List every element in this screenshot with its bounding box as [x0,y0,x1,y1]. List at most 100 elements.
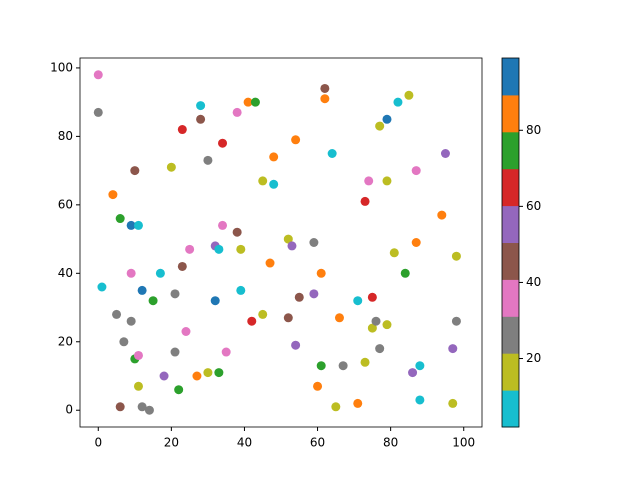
scatter-point [181,326,191,336]
scatter-point [159,371,169,381]
scatter-point [411,166,421,176]
scatter-point [177,125,187,135]
scatter-point [389,248,399,258]
scatter-point [170,347,180,357]
scatter-point [119,337,129,347]
scatter-point [108,190,118,200]
scatter-point [440,149,450,159]
scatter-point [236,244,246,254]
scatter-point [232,107,242,117]
scatter-point [334,313,344,323]
scatter-point [291,135,301,145]
scatter-point [353,398,363,408]
scatter-point [291,340,301,350]
scatter-point [338,361,348,371]
scatter-point [174,385,184,395]
scatter-point [243,97,253,107]
scatter-point [415,361,425,371]
scatter-point [371,316,381,326]
scatter-point [408,368,418,378]
scatter-point [309,238,319,247]
scatter-point [126,220,136,230]
scatter-point [144,405,154,415]
scatter-point [448,344,458,354]
scatter-point [360,357,370,367]
y-tick-label: 80 [58,129,73,143]
scatter-point [353,296,363,306]
scatter-point [236,285,246,295]
scatter-point [218,220,228,230]
scatter-point [265,258,275,268]
scatter-point [115,402,125,412]
scatter-point [283,234,293,244]
y-tick-label: 40 [58,266,73,280]
scatter-point [97,282,107,292]
scatter-point [415,395,425,405]
scatter-point [367,323,377,333]
scatter-point [269,179,279,189]
scatter-point [375,121,385,131]
scatter-point [148,296,158,306]
scatter-point [133,350,143,360]
scatter-point [258,176,268,186]
scatter-point [269,152,279,162]
scatter-point [320,83,330,93]
scatter-point [218,138,228,148]
scatter-point [196,114,206,124]
scatter-point [155,268,165,278]
colorbar-segment [502,205,519,243]
colorbar-segment [502,168,519,207]
scatter-point [221,347,231,357]
x-tick-label: 60 [310,436,325,450]
scatter-point [93,70,103,80]
scatter-point [177,261,187,271]
scatter-point [126,316,136,326]
colorbar-tick-label: 60 [526,199,541,213]
plot-frame [79,57,483,428]
scatter-point [360,196,370,206]
colorbar-tick-label: 40 [526,275,541,289]
scatter-point [133,220,143,230]
scatter-point [214,244,224,254]
scatter-point [400,268,410,278]
scatter-point [367,292,377,302]
scatter-point [313,381,323,391]
x-tick-label: 0 [94,436,102,450]
colorbar-tick-label: 80 [526,123,541,137]
scatter-point [196,101,206,111]
scatter-point [166,162,176,172]
colorbar-segment [502,279,519,317]
colorbar-segment [502,353,519,391]
x-tick-label: 40 [237,436,252,450]
y-tick-label: 0 [65,403,73,417]
scatter-point [382,320,392,330]
colorbar-segment [502,242,519,280]
scatter-point [170,289,180,299]
scatter-point [316,268,326,278]
scatter-point [393,97,403,107]
scatter-point [192,371,202,381]
colorbar-segment [502,390,519,428]
scatter-point [112,309,122,319]
scatter-point [411,238,421,247]
y-tick-label: 100 [50,60,73,74]
scatter-point [130,166,140,176]
scatter-point [133,381,143,391]
colorbar-tick-label: 20 [526,351,541,365]
scatter-point [115,214,125,224]
scatter-point [451,316,461,326]
colorbar-segment [502,58,519,96]
scatter-point [137,402,147,412]
scatter-point [250,97,260,107]
colorbar-segment [502,316,519,354]
scatter-point [247,316,257,326]
scatter-point [203,368,213,378]
scatter-point [258,309,268,319]
scatter-point [214,368,224,378]
scatter-point [382,114,392,124]
y-tick-label: 60 [58,197,73,211]
scatter-point [327,149,337,159]
scatter-point [437,210,447,220]
colorbar-segment [502,131,519,170]
